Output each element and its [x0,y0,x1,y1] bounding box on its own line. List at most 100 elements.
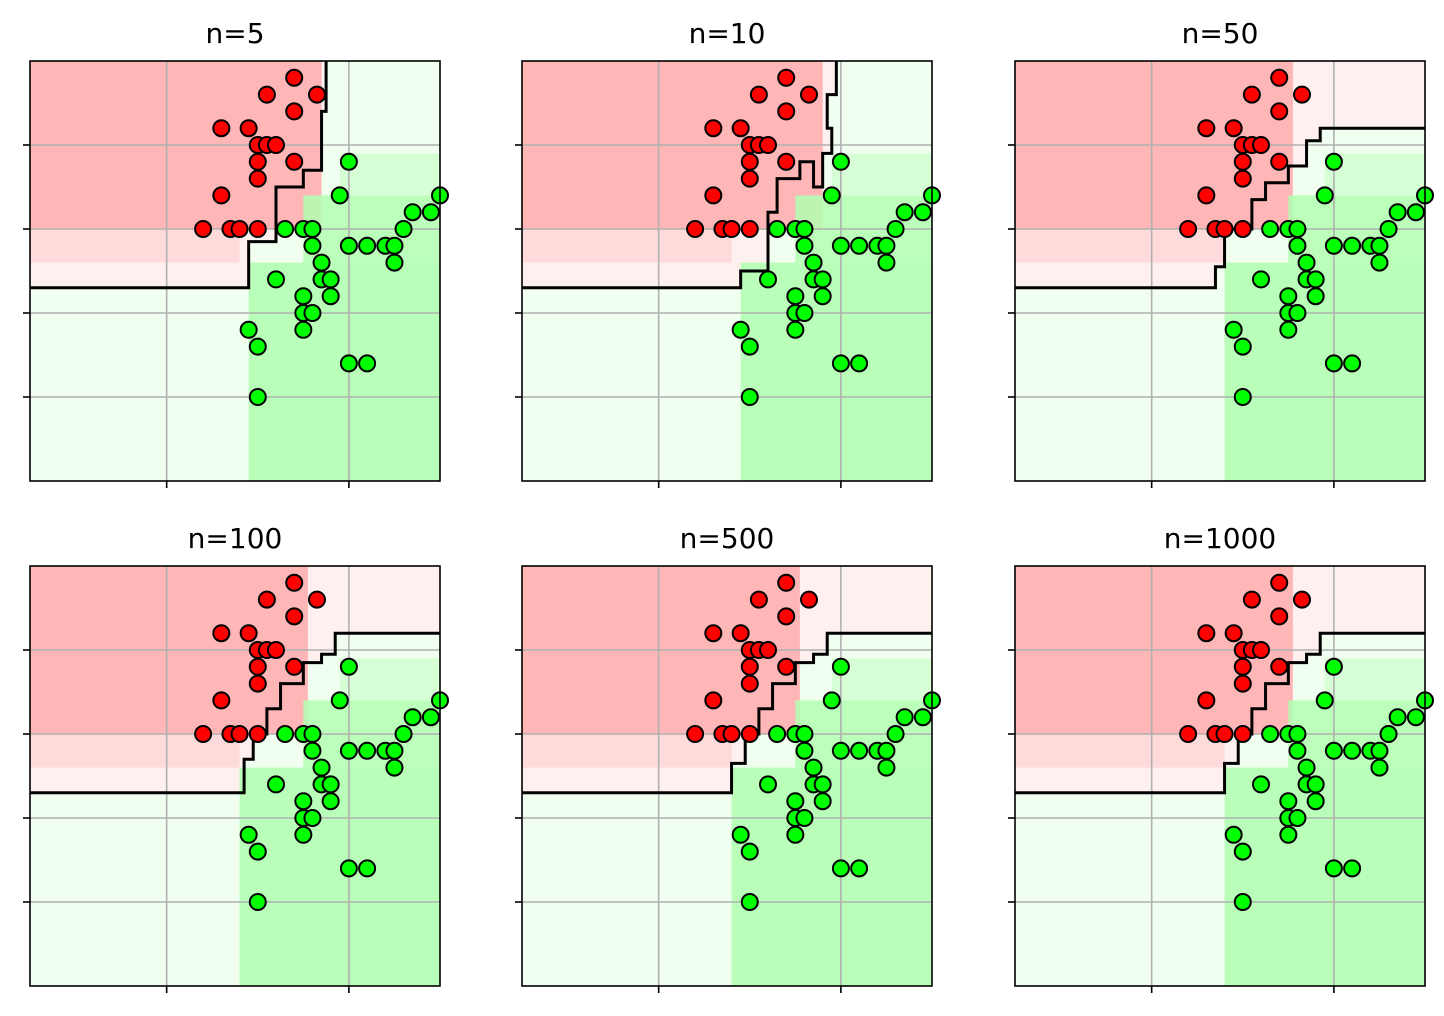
panel-5: n=500 [515,522,941,993]
point-class1 [1279,792,1298,811]
decision-boundary [522,631,932,795]
point-class1 [1379,725,1398,743]
point-class1 [239,825,258,844]
point-class0 [1293,85,1311,104]
point-class0 [1233,169,1252,188]
point-class0 [248,152,267,171]
point-class0 [285,68,304,87]
panel-title: n=1000 [1164,522,1276,555]
panel-6: n=1000 [1008,522,1434,993]
panel-title: n=500 [680,522,775,555]
data-points [1179,68,1434,406]
point-class0 [731,624,750,643]
point-class1 [850,741,869,760]
point-class1 [1252,775,1270,794]
point-class0 [1270,102,1289,121]
point-class1 [1233,388,1252,406]
point-class0 [257,590,276,609]
point-class1 [339,152,358,171]
point-class1 [294,320,313,339]
point-class1 [1297,758,1316,777]
point-class1 [804,758,823,777]
point-class1 [339,657,358,676]
point-class1 [303,220,322,238]
point-class1 [831,657,850,676]
point-class1 [731,320,750,339]
point-class0 [740,152,759,171]
ticks [1008,649,1335,993]
point-class0 [759,136,777,154]
point-class1 [321,775,340,794]
point-class0 [1215,725,1234,743]
data-points [686,68,941,406]
point-class0 [285,102,304,121]
point-class1 [1288,741,1307,760]
axes-frame [521,565,933,987]
point-class1 [1233,842,1252,861]
point-class1 [321,287,340,306]
region-class1 [248,262,440,481]
point-class0 [248,169,267,188]
point-class0 [1242,590,1261,609]
point-class1 [1343,354,1362,373]
point-class1 [740,388,759,406]
point-class0 [777,102,796,121]
point-class1 [303,304,322,322]
point-class1 [339,236,358,255]
point-class1 [822,691,841,710]
panel-2: n=10 [515,17,941,488]
point-class0 [1252,641,1270,659]
point-class1 [895,203,914,222]
point-class1 [831,354,850,373]
point-class1 [421,708,440,727]
point-class1 [795,236,814,255]
point-class1 [1343,859,1362,878]
axes-frame [1014,60,1426,482]
point-class0 [800,85,818,104]
point-class1 [1370,741,1389,760]
ticks [515,144,842,488]
point-class0 [308,590,326,609]
point-class1 [1306,287,1325,306]
point-class1 [1324,236,1343,255]
point-class1 [303,809,322,827]
point-class0 [777,573,796,592]
point-class1 [1279,825,1298,844]
point-class0 [704,119,723,138]
point-class1 [1224,320,1243,339]
point-class1 [267,270,285,289]
point-class0 [212,691,231,710]
point-class1 [795,741,814,760]
point-class1 [1306,270,1325,289]
point-class1 [1406,203,1425,222]
point-class1 [1261,725,1280,743]
point-class1 [913,708,932,727]
point-class1 [1315,691,1334,710]
panel-title: n=5 [205,17,264,50]
point-class1 [385,253,404,272]
axes-frame [1014,565,1426,987]
point-class1 [248,337,267,356]
point-class1 [267,775,285,794]
point-class1 [768,725,787,743]
point-class0 [1233,220,1252,238]
decision-regions [522,566,932,986]
point-class0 [1270,573,1289,592]
point-class1 [1324,152,1343,171]
point-class1 [1388,203,1407,222]
point-class1 [886,725,905,743]
point-class1 [358,236,377,255]
point-class1 [795,809,814,827]
point-class0 [1197,119,1216,138]
point-class1 [421,203,440,222]
point-class1 [786,320,805,339]
region-class1 [1224,262,1425,481]
point-class0 [285,573,304,592]
point-class1 [303,741,322,760]
point-class0 [686,220,705,238]
point-class0 [686,725,705,743]
point-class0 [740,657,759,676]
point-class0 [285,657,304,676]
point-class0 [248,725,267,743]
data-points [1179,573,1434,911]
